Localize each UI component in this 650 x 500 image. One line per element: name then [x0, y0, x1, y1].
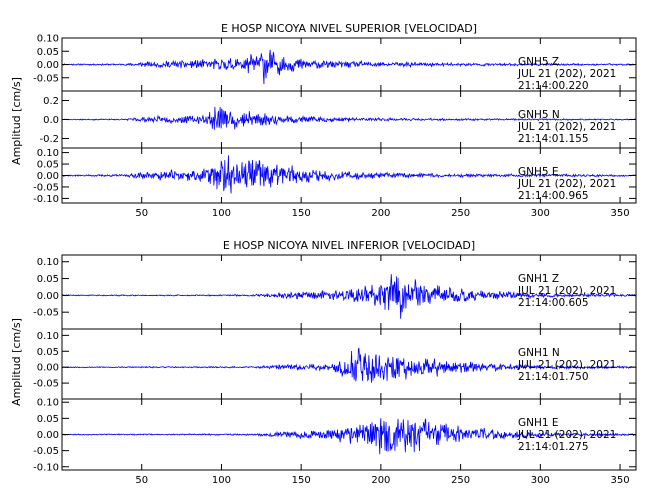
y-tick-label: 0.10 [37, 257, 59, 268]
station-label: GNH5 Z [518, 56, 559, 68]
time-label: 21:14:00.605 [518, 297, 589, 309]
y-tick-label: 0.00 [37, 430, 59, 441]
chart-group-2: E HOSP NICOYA NIVEL INFERIOR [VELOCIDAD]… [10, 239, 637, 486]
y-axis-label: Amplitud [cm/s] [10, 318, 23, 406]
y-tick-label: 0.05 [37, 47, 59, 58]
y-axis-label: Amplitud [cm/s] [10, 77, 23, 165]
y-tick-label: 0.00 [37, 291, 59, 302]
date-label: JUL 21 (202), 2021 [517, 121, 616, 133]
y-tick-label: 0.2 [43, 96, 59, 107]
trace-line-GNH5-E [61, 155, 637, 194]
date-label: JUL 21 (202), 2021 [517, 68, 616, 80]
station-label: GNH1 Z [518, 273, 559, 285]
y-tick-label: 0.00 [37, 60, 59, 71]
trace-line-GNH1-E [61, 418, 637, 455]
y-tick-label: -0.05 [33, 308, 59, 319]
date-label: JUL 21 (202), 2021 [517, 429, 616, 441]
x-tick-label: 300 [531, 208, 550, 219]
date-label: JUL 21 (202), 2021 [517, 178, 616, 190]
y-tick-label: -0.05 [33, 446, 59, 457]
y-tick-label: 0.05 [37, 414, 59, 425]
time-label: 21:14:01.750 [518, 371, 589, 383]
x-tick-label: 100 [212, 208, 231, 219]
time-label: 21:14:01.155 [518, 133, 589, 145]
x-tick-label: 250 [451, 475, 470, 486]
trace-line-GNH5-Z [61, 49, 637, 85]
y-tick-label: -0.2 [39, 134, 59, 145]
station-label: GNH1 N [518, 347, 560, 359]
y-tick-label: -0.05 [33, 379, 59, 390]
y-tick-label: 0.10 [37, 398, 59, 409]
y-tick-label: -0.05 [33, 182, 59, 193]
y-tick-label: 0.05 [37, 160, 59, 171]
date-label: JUL 21 (202), 2021 [517, 359, 616, 371]
x-tick-label: 150 [292, 208, 311, 219]
y-tick-label: -0.10 [33, 462, 59, 473]
x-tick-label: 50 [135, 208, 148, 219]
y-tick-label: 0.00 [37, 363, 59, 374]
y-tick-label: 0.10 [37, 148, 59, 159]
trace-line-GNH1-Z [61, 274, 637, 319]
y-tick-label: 0.10 [37, 34, 59, 45]
x-tick-label: 50 [135, 475, 148, 486]
y-tick-label: 0.05 [37, 274, 59, 285]
x-tick-label: 250 [451, 208, 470, 219]
station-label: GNH5 N [518, 109, 560, 121]
time-label: 21:14:00.220 [518, 80, 589, 92]
x-tick-label: 350 [611, 475, 630, 486]
y-tick-label: 0.10 [37, 331, 59, 342]
time-label: 21:14:01.275 [518, 441, 589, 453]
x-tick-label: 100 [212, 475, 231, 486]
y-tick-label: 0.00 [37, 171, 59, 182]
x-tick-label: 200 [371, 208, 390, 219]
y-tick-label: 0.05 [37, 347, 59, 358]
x-tick-label: 200 [371, 475, 390, 486]
x-tick-label: 150 [292, 475, 311, 486]
x-tick-label: 350 [611, 208, 630, 219]
y-tick-label: -0.10 [33, 194, 59, 205]
time-label: 21:14:00.965 [518, 190, 589, 202]
station-label: GNH1 E [518, 417, 559, 429]
station-label: GNH5 E [518, 166, 559, 178]
chart-group-1: E HOSP NICOYA NIVEL SUPERIOR [VELOCIDAD]… [10, 22, 637, 219]
y-tick-label: 0.0 [43, 115, 59, 126]
trace-line-GNH5-N [61, 106, 637, 130]
x-tick-label: 300 [531, 475, 550, 486]
chart-title: E HOSP NICOYA NIVEL INFERIOR [VELOCIDAD] [223, 239, 475, 252]
y-tick-label: -0.05 [33, 73, 59, 84]
trace-line-GNH1-N [61, 347, 637, 383]
chart-title: E HOSP NICOYA NIVEL SUPERIOR [VELOCIDAD] [221, 22, 477, 35]
date-label: JUL 21 (202), 2021 [517, 285, 616, 297]
